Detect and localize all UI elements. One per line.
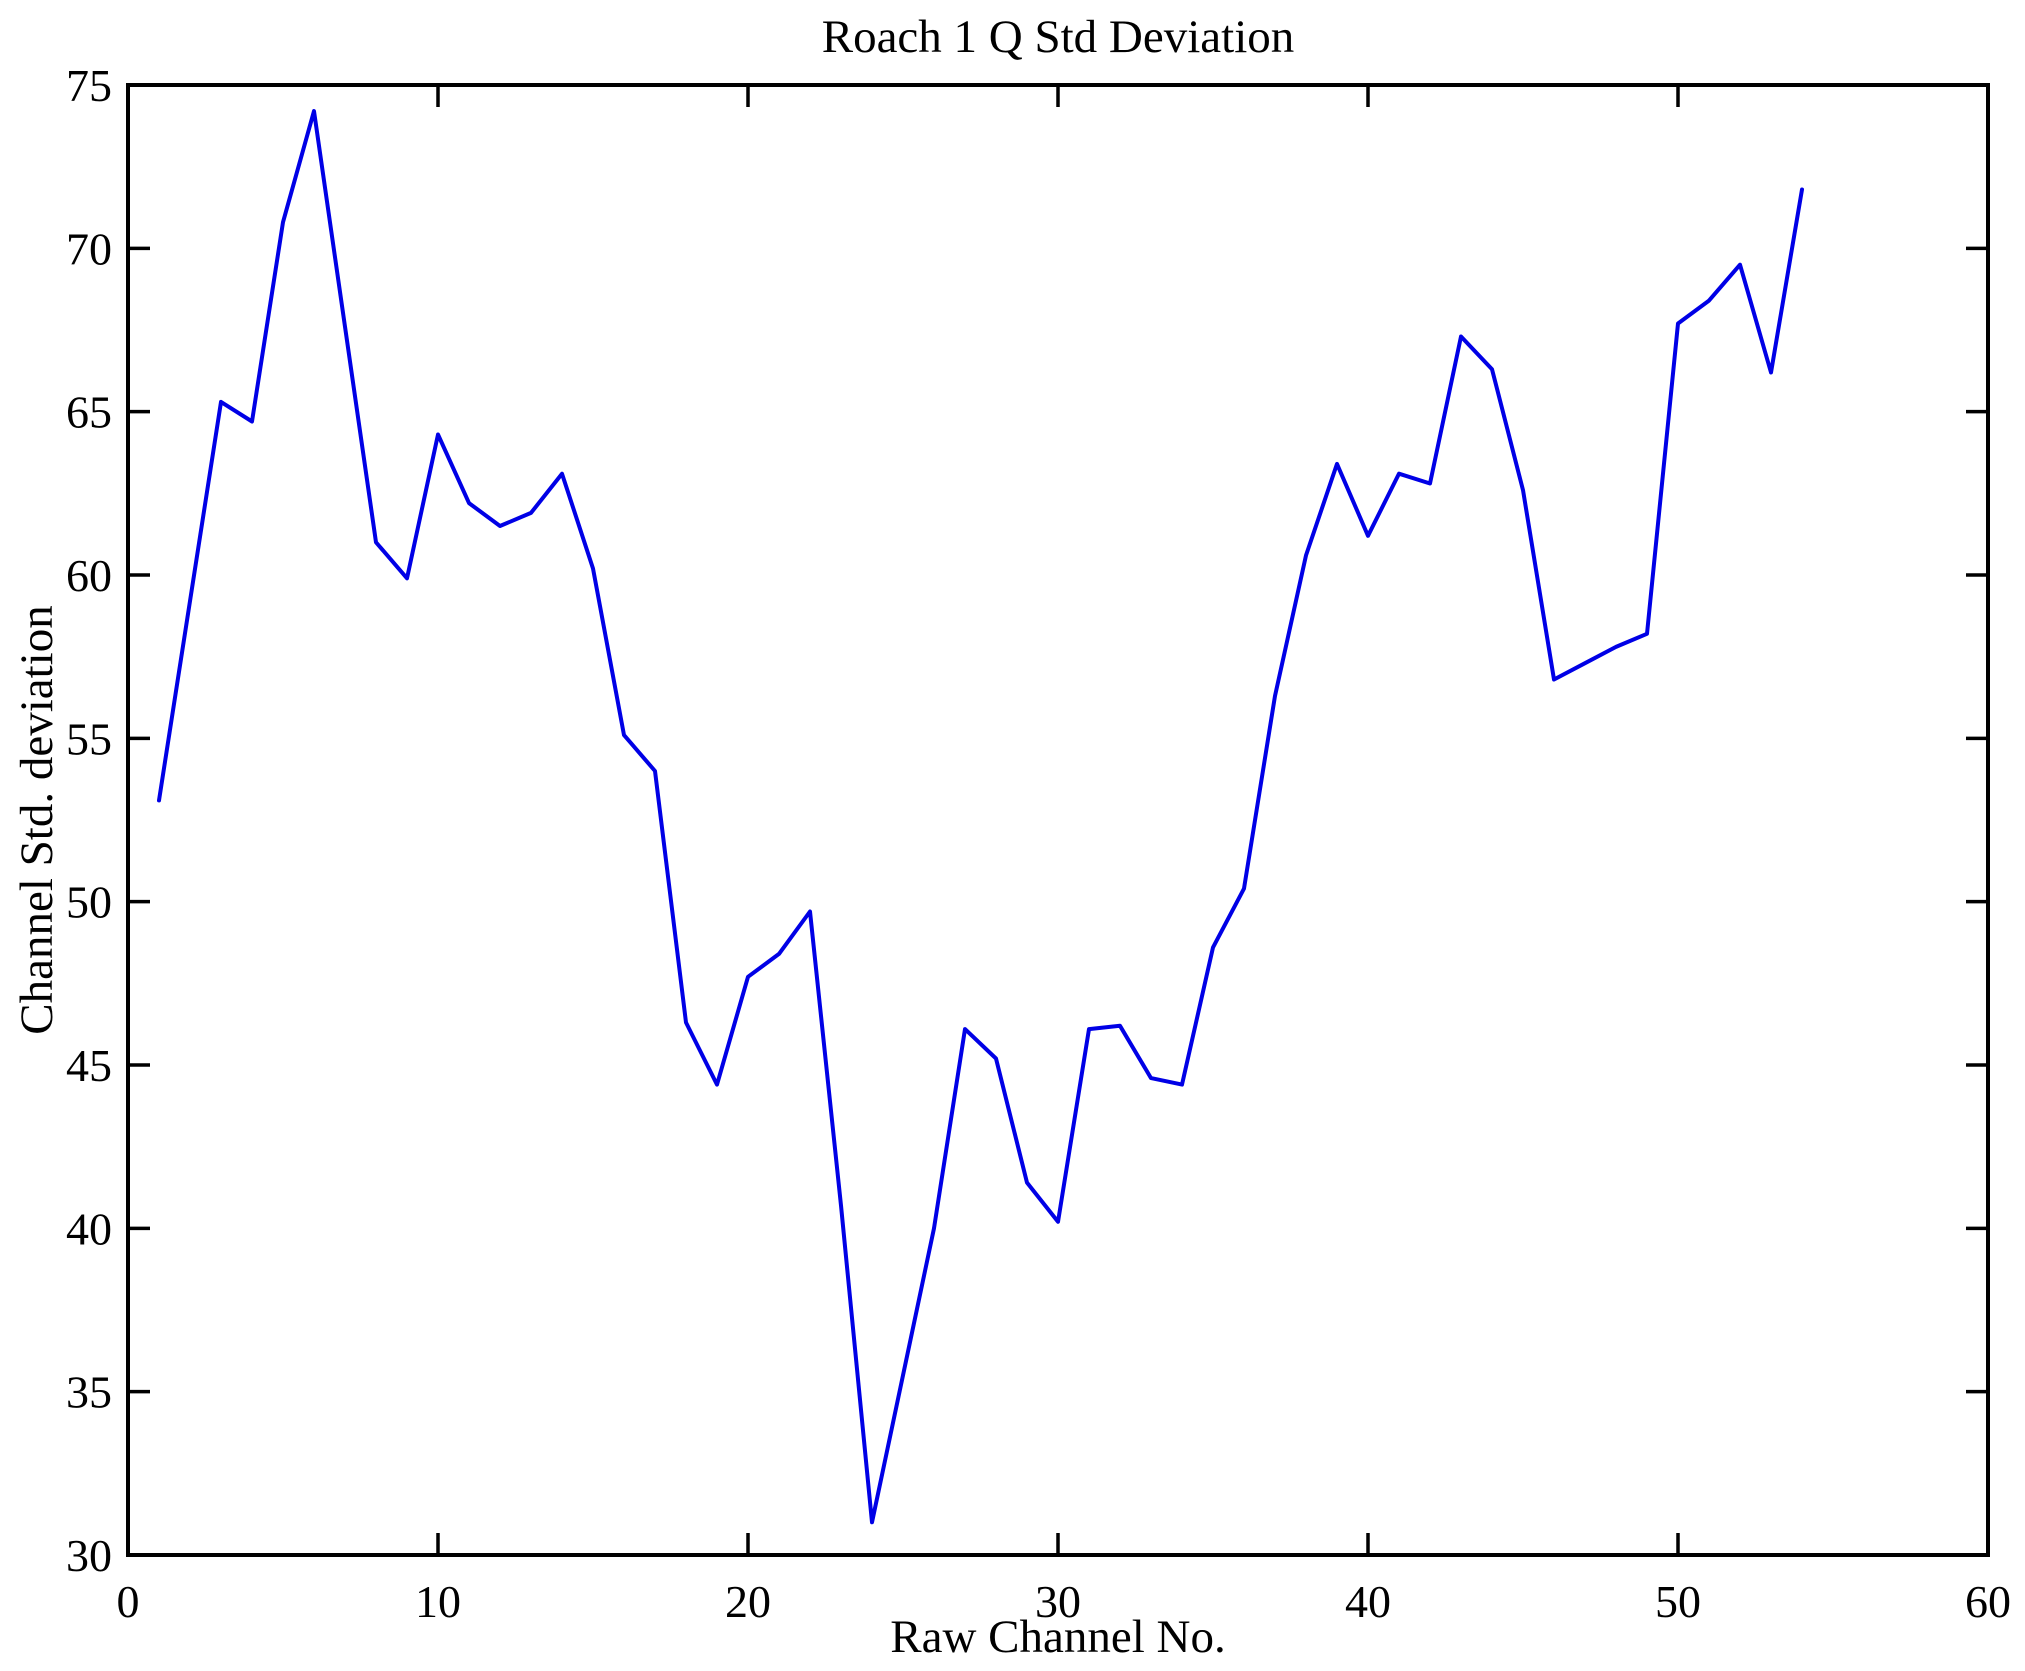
x-axis-tick-labels: 0 10 20 30 40 50 60: [117, 1576, 2012, 1627]
y-tick-label: 75: [66, 60, 112, 111]
y-tick-label: 35: [66, 1367, 112, 1418]
y-tick-label: 55: [66, 713, 112, 764]
chart-title: Roach 1 Q Std Deviation: [822, 11, 1295, 63]
x-tick-label: 40: [1345, 1576, 1391, 1627]
y-tick-label: 70: [66, 223, 112, 274]
x-tick-label: 20: [725, 1576, 771, 1627]
y-tick-label: 30: [66, 1530, 112, 1581]
y-tick-label: 45: [66, 1040, 112, 1091]
y-tick-label: 60: [66, 550, 112, 601]
x-tick-label: 30: [1035, 1576, 1081, 1627]
y-axis-label: Channel Std. deviation: [11, 605, 63, 1034]
y-axis-tick-labels: 30 35 40 45 50 55 60 65 70 75: [66, 60, 112, 1581]
x-tick-label: 0: [117, 1576, 140, 1627]
x-tick-label: 50: [1655, 1576, 1701, 1627]
x-tick-label: 60: [1965, 1576, 2011, 1627]
y-tick-label: 50: [66, 877, 112, 928]
plot-area-frame: [126, 83, 1990, 1557]
x-axis-label: Raw Channel No.: [890, 1611, 1225, 1663]
data-line-series: [157, 109, 1804, 1525]
y-tick-label: 40: [66, 1203, 112, 1254]
x-tick-label: 10: [415, 1576, 461, 1627]
axis-tick-marks: [126, 83, 1990, 1557]
y-tick-label: 65: [66, 387, 112, 438]
